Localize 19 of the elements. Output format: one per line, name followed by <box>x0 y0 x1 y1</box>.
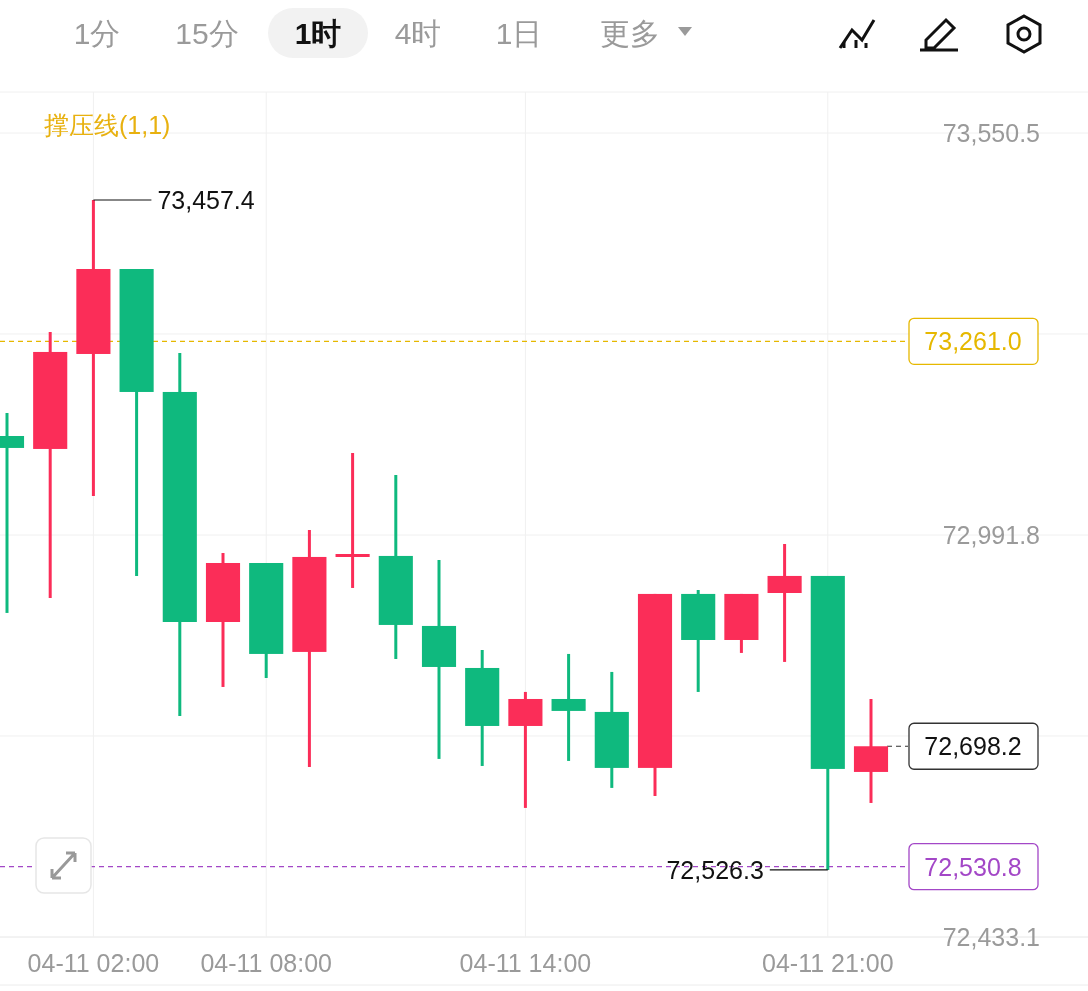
annotation: 73,457.4 <box>92 186 255 214</box>
x-tick-label: 04-11 02:00 <box>27 949 160 977</box>
ref-label: 72,530.8 <box>908 843 1039 891</box>
annotation: 72,526.3 <box>666 855 764 884</box>
ref-line-label: 73,261.0 <box>924 327 1022 356</box>
x-tick-label: 04-11 08:00 <box>200 949 332 977</box>
y-tick-label: 73,550.5 <box>942 119 1040 148</box>
annotation: 73,457.4 <box>157 186 255 214</box>
y-tick-label: 72,991.8 <box>942 521 1040 550</box>
x-tick-label: 04-11 14:00 <box>459 949 592 977</box>
toolbar: 1分 15分 1时 4时 1日 更多 <box>73 8 692 58</box>
ref-line-label: 72,530.8 <box>924 852 1022 881</box>
ref-label: 72,698.2 <box>908 722 1039 770</box>
y-tick-label: 72,433.1 <box>942 923 1040 951</box>
ref-line-label: 72,698.2 <box>924 732 1022 761</box>
annotation: 72,526.3 <box>666 855 829 884</box>
x-tick-label: 04-11 21:00 <box>762 949 894 977</box>
annotation: 撑压线(1,1) <box>44 111 171 139</box>
ref-label: 73,261.0 <box>908 317 1039 365</box>
